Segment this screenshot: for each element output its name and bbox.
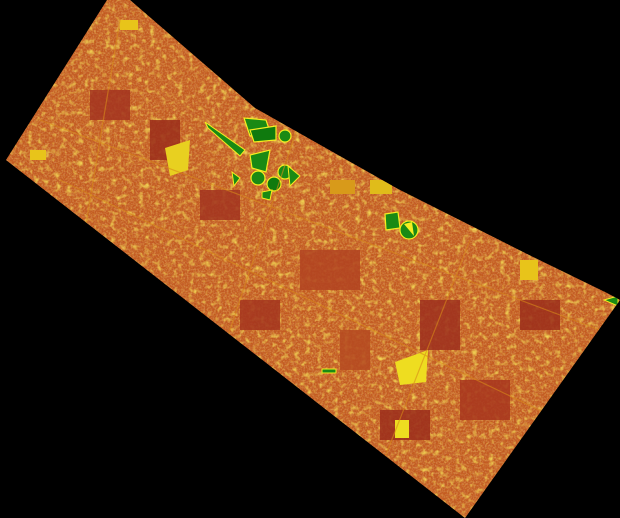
bright-patches xyxy=(30,20,538,438)
vegetation-fields xyxy=(204,99,619,374)
urban-patches xyxy=(90,90,560,440)
